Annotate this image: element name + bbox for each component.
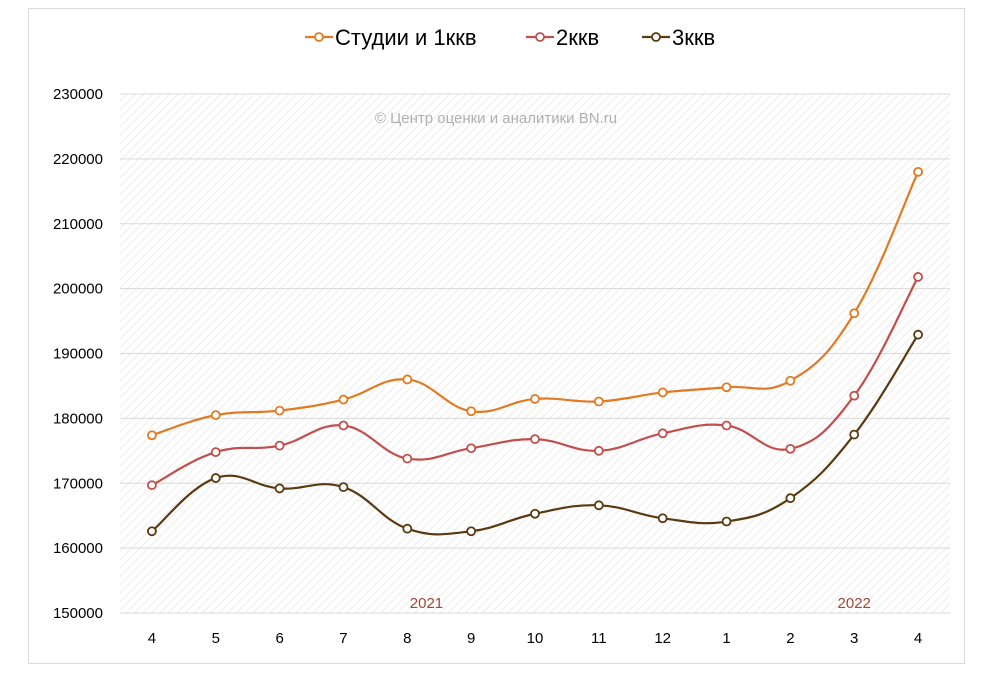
legend-entry: 2ккв bbox=[526, 25, 599, 50]
data-point bbox=[402, 453, 413, 464]
x-tick-label: 1 bbox=[722, 630, 730, 647]
data-point bbox=[657, 513, 668, 524]
x-tick-label: 4 bbox=[914, 630, 922, 647]
x-tick-label: 10 bbox=[527, 630, 544, 647]
x-tick-label: 6 bbox=[275, 630, 283, 647]
series-3 bbox=[147, 329, 923, 537]
data-point bbox=[274, 405, 285, 416]
data-point bbox=[147, 480, 157, 491]
watermark-text: © Центр оценки и аналитики BN.ru bbox=[375, 110, 617, 127]
legend-entry: 3ккв bbox=[642, 25, 715, 50]
x-tick-label: 11 bbox=[591, 630, 607, 647]
data-point bbox=[913, 329, 923, 340]
y-tick-label: 220000 bbox=[53, 151, 103, 168]
data-point bbox=[721, 516, 732, 527]
y-tick-label: 190000 bbox=[53, 346, 103, 363]
y-axis: 150000 160000 170000 180000 190000 200000 2100… bbox=[53, 86, 103, 622]
data-point bbox=[466, 406, 477, 417]
legend-marker bbox=[314, 32, 324, 42]
y-tick-label: 170000 bbox=[53, 475, 103, 492]
x-tick-label: 8 bbox=[403, 630, 411, 647]
y-tick-label: 150000 bbox=[53, 605, 103, 622]
data-point bbox=[657, 428, 668, 439]
legend-label: 2ккв bbox=[556, 25, 599, 50]
series-layer bbox=[147, 166, 923, 537]
year-label: 2021 bbox=[410, 595, 443, 612]
data-point bbox=[402, 523, 413, 534]
legend-marker bbox=[535, 32, 545, 42]
x-tick-label: 5 bbox=[212, 630, 220, 647]
x-tick-label: 4 bbox=[148, 630, 156, 647]
data-point bbox=[274, 483, 285, 494]
y-tick-label: 200000 bbox=[53, 281, 103, 298]
y-tick-label: 180000 bbox=[53, 410, 103, 427]
y-tick-label: 160000 bbox=[53, 540, 103, 557]
data-point bbox=[338, 394, 349, 405]
y-tick-label: 230000 bbox=[53, 86, 103, 103]
data-point bbox=[466, 526, 477, 537]
data-point bbox=[593, 445, 604, 456]
data-point bbox=[785, 443, 796, 454]
x-tick-label: 3 bbox=[850, 630, 858, 647]
data-point bbox=[849, 429, 860, 440]
data-point bbox=[530, 394, 540, 404]
data-point bbox=[849, 390, 860, 401]
x-tick-label: 12 bbox=[654, 630, 671, 647]
data-point bbox=[913, 166, 923, 177]
data-point bbox=[210, 410, 221, 421]
x-axis: 4 5 6 7 8 9 10 11 12 1 2 3 4 bbox=[148, 630, 922, 647]
data-point bbox=[785, 493, 796, 504]
legend-label: 3ккв bbox=[672, 25, 715, 50]
data-point bbox=[849, 308, 860, 319]
data-point bbox=[338, 420, 349, 431]
y-tick-label: 210000 bbox=[53, 216, 103, 233]
x-tick-label: 7 bbox=[339, 630, 347, 647]
data-point bbox=[530, 434, 540, 445]
year-label: 2022 bbox=[838, 595, 871, 612]
legend-marker bbox=[651, 32, 661, 42]
data-point bbox=[913, 272, 923, 282]
data-point bbox=[147, 430, 157, 441]
data-point bbox=[721, 420, 732, 431]
data-point bbox=[210, 473, 221, 483]
data-point bbox=[593, 500, 604, 511]
data-point bbox=[593, 396, 604, 407]
data-point bbox=[785, 375, 796, 386]
legend-label: Студии и 1ккв bbox=[335, 25, 477, 50]
legend-entry: Студии и 1ккв bbox=[305, 25, 477, 50]
x-tick-label: 9 bbox=[467, 630, 475, 647]
data-point bbox=[466, 443, 477, 454]
series-2 bbox=[147, 272, 923, 491]
legend: Студии и 1ккв 2ккв 3ккв bbox=[305, 25, 715, 50]
data-point bbox=[657, 387, 668, 398]
data-point bbox=[147, 526, 157, 537]
data-point bbox=[210, 447, 221, 458]
x-tick-label: 2 bbox=[786, 630, 794, 647]
data-point bbox=[338, 482, 349, 493]
year-labels: 2021 2022 bbox=[410, 595, 871, 612]
data-point bbox=[402, 374, 413, 385]
data-point bbox=[721, 382, 732, 393]
data-point bbox=[274, 440, 285, 451]
data-point bbox=[530, 508, 540, 519]
series-1 bbox=[147, 166, 923, 441]
